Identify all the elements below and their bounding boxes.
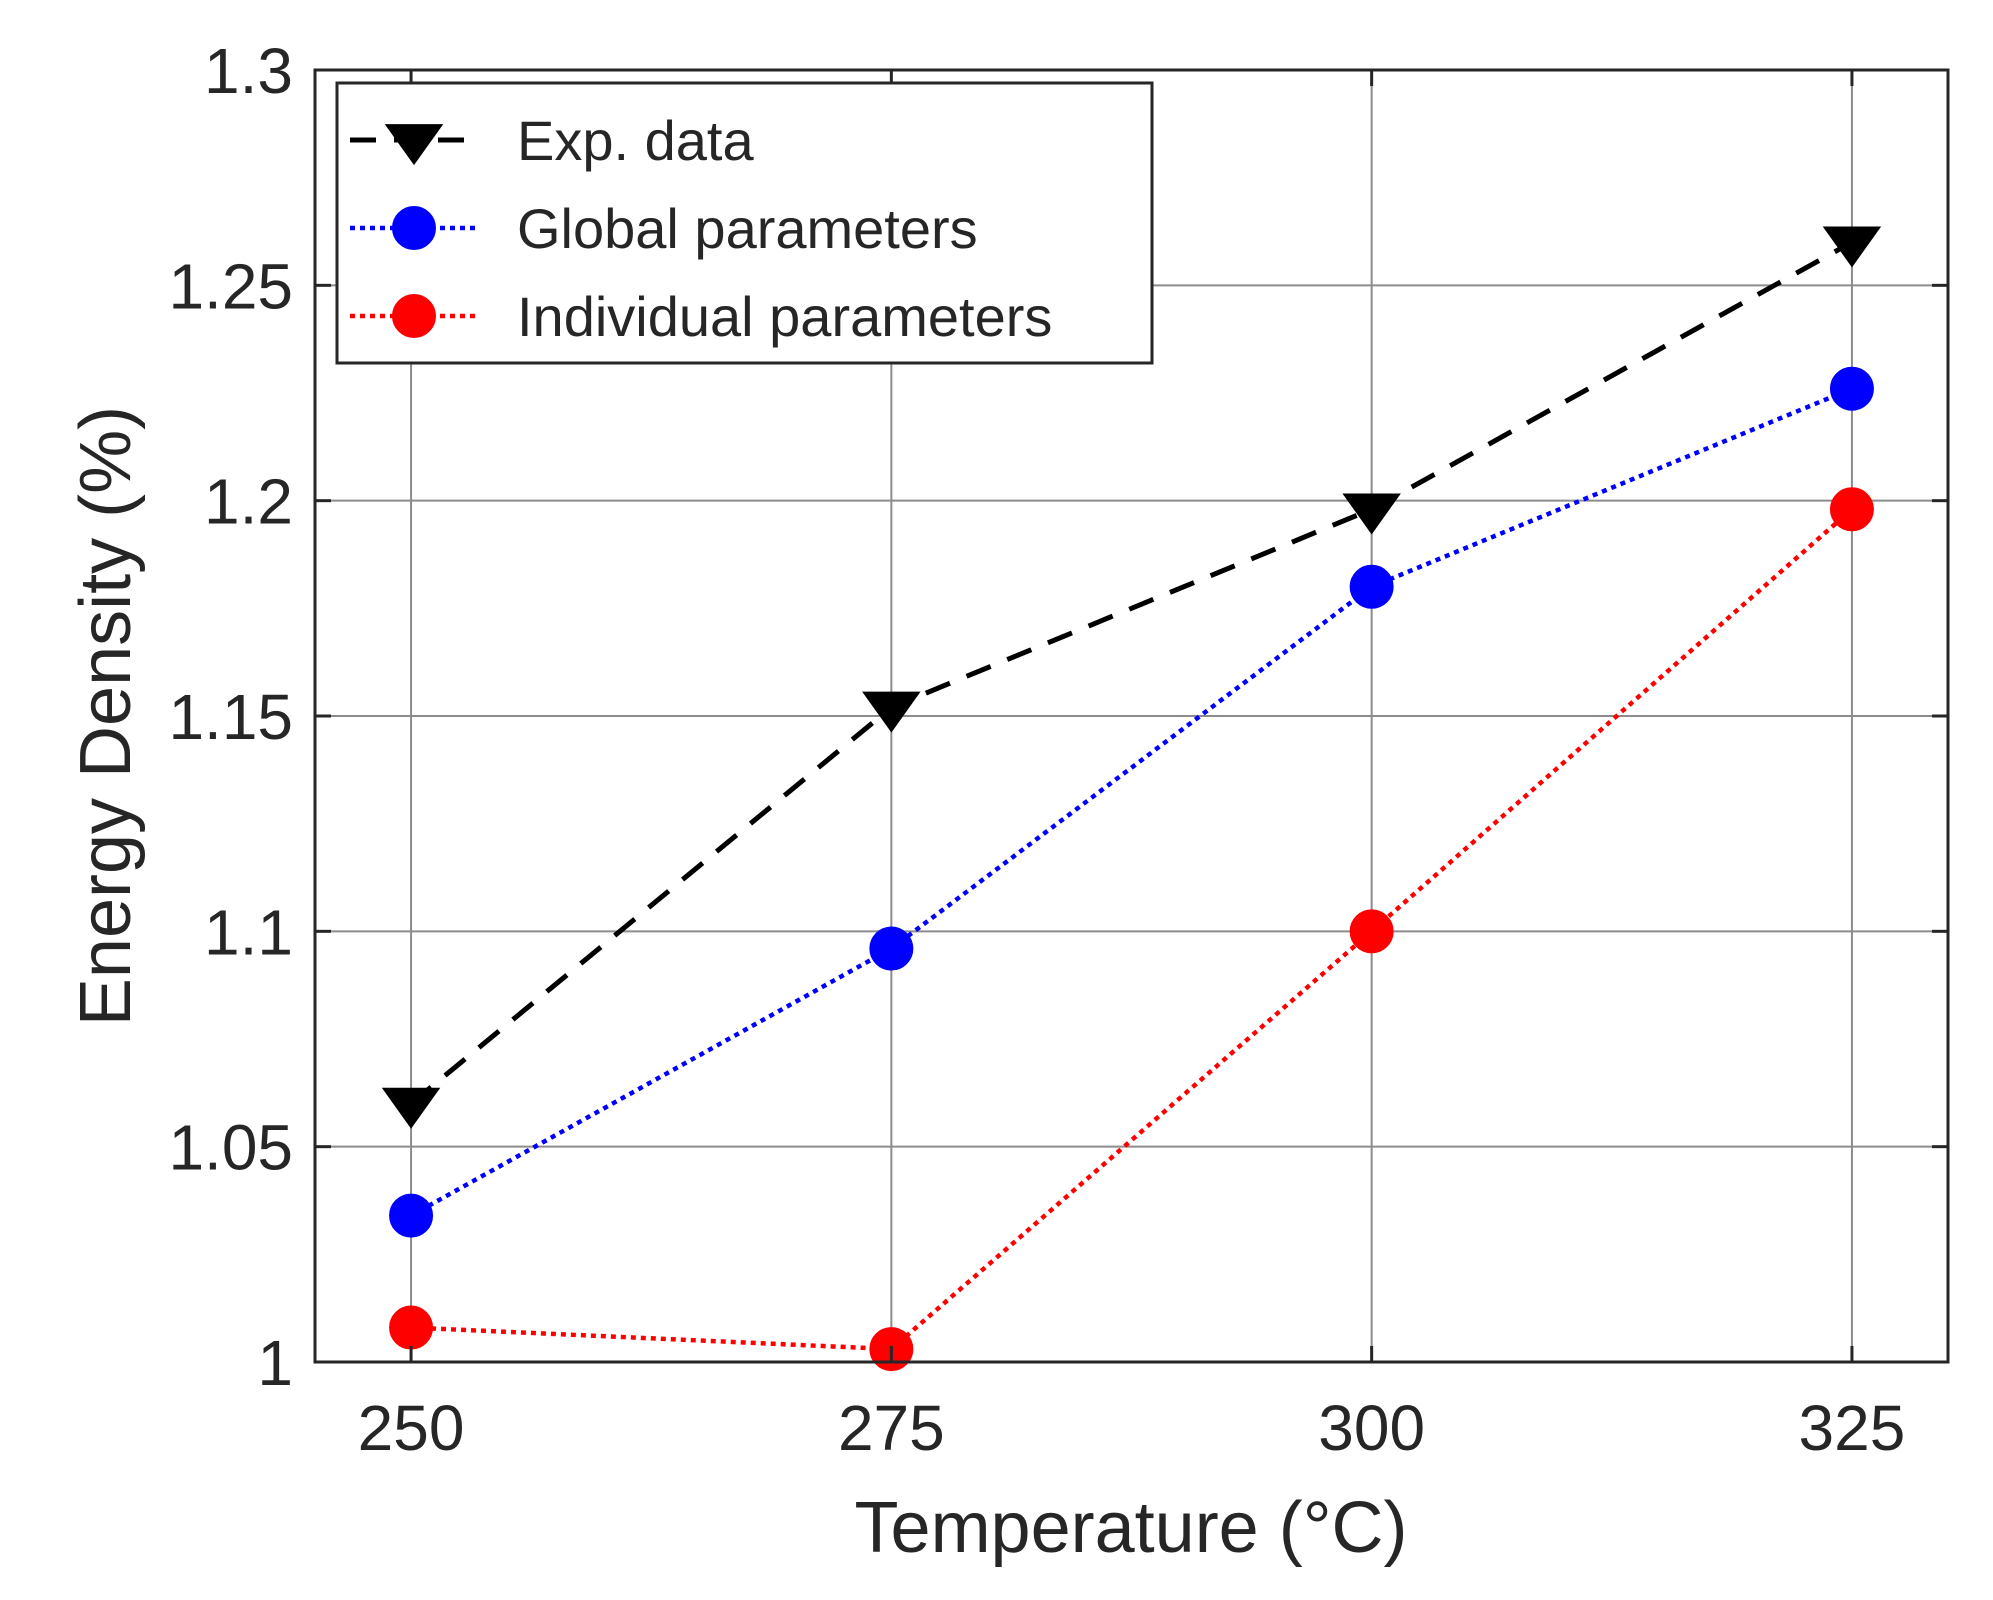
data-point (1342, 493, 1401, 535)
legend-item: Exp. data (350, 109, 754, 172)
y-tick-label: 1.1 (204, 896, 293, 968)
y-axis-title: Energy Density (%) (66, 406, 146, 1026)
data-point (389, 1305, 434, 1350)
x-tick-label: 325 (1799, 1392, 1906, 1464)
data-point (1349, 909, 1394, 954)
data-point (862, 691, 921, 733)
data-point (1829, 487, 1874, 532)
series-1 (389, 366, 1874, 1238)
data-point (1349, 564, 1394, 609)
series-0 (381, 226, 1882, 1129)
y-tick-label: 1 (257, 1327, 293, 1399)
legend-marker (384, 124, 444, 166)
y-tick-label: 1.15 (168, 681, 293, 753)
y-tick-label: 1.2 (204, 466, 293, 538)
data-point (389, 1193, 434, 1238)
y-tick-label: 1.3 (204, 35, 293, 107)
data-point (869, 926, 914, 971)
y-tick-label: 1.05 (168, 1112, 293, 1184)
x-tick-label: 275 (838, 1392, 945, 1464)
series-line (410, 507, 1854, 1352)
legend-label: Exp. data (517, 109, 754, 172)
x-tick-label: 250 (358, 1392, 465, 1464)
data-point (1829, 366, 1874, 411)
legend-label: Global parameters (517, 197, 978, 260)
data-point (381, 1087, 441, 1129)
legend-marker (392, 206, 436, 250)
legend-marker (392, 294, 436, 338)
series-layer (381, 226, 1882, 1372)
legend-item: Individual parameters (350, 285, 1052, 348)
data-point (1822, 226, 1882, 268)
ticks: 250 275 300 325 1 1.05 1.1 1.15 1.2 1.25 1.3 (168, 35, 1948, 1464)
legend: Exp. data Global parameters Individual par… (335, 81, 1154, 365)
series-line (409, 386, 1853, 1218)
x-axis-title: Temperature (°C) (855, 1488, 1408, 1568)
legend-label: Individual parameters (517, 285, 1052, 348)
y-tick-label: 1.25 (168, 250, 293, 322)
series-line (409, 240, 1854, 1106)
legend-item: Global parameters (350, 197, 978, 260)
x-tick-label: 300 (1318, 1392, 1425, 1464)
series-2 (389, 487, 1874, 1372)
